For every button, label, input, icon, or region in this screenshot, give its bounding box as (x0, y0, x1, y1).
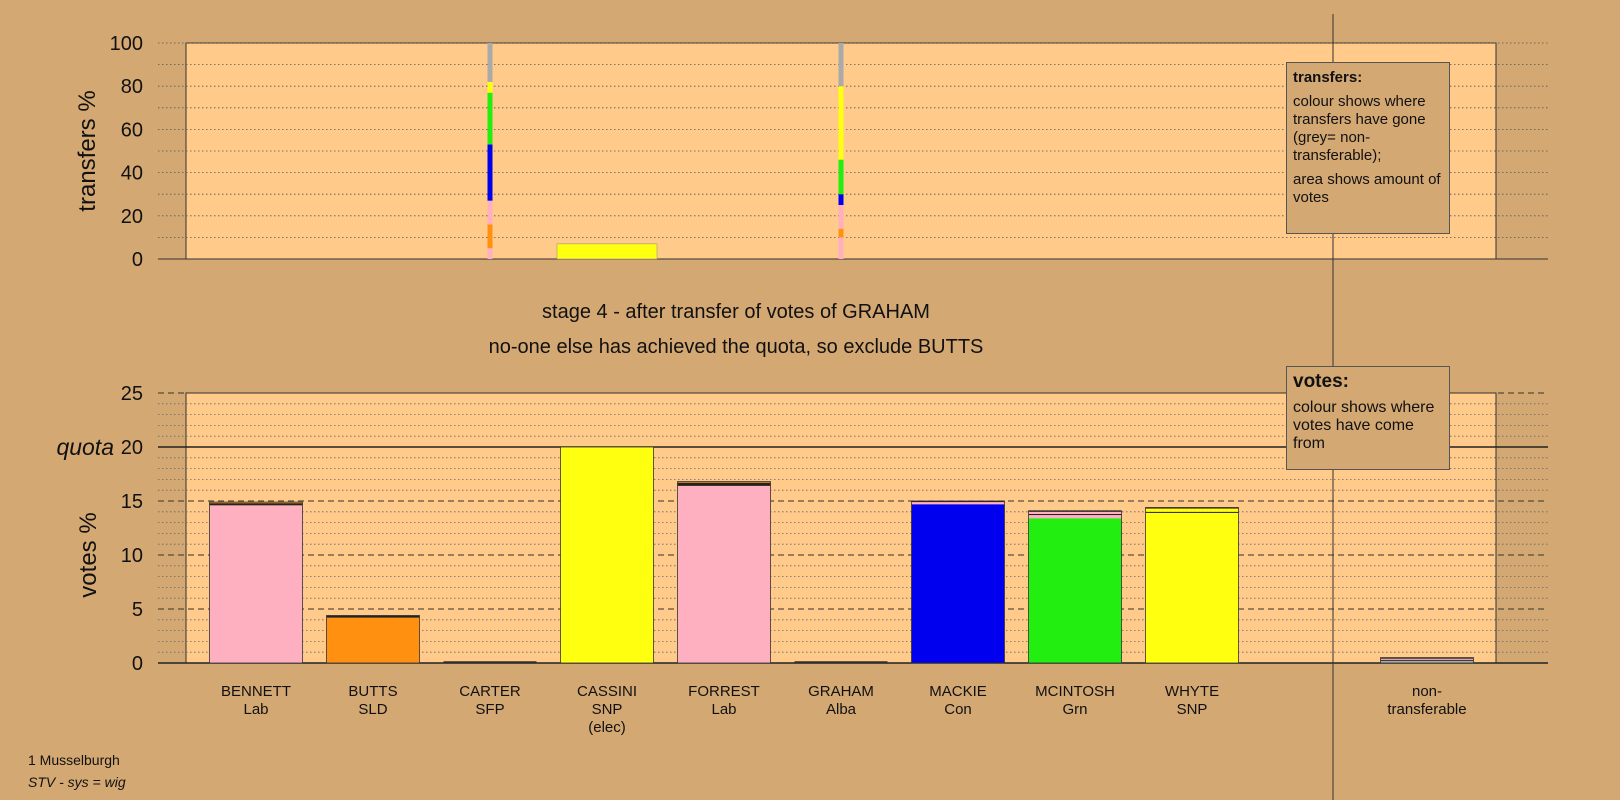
bar-bennett-segment (209, 502, 303, 504)
transfer-segment-graham (838, 43, 844, 87)
votes-tick-label: 0 (132, 653, 143, 675)
bar-butts-outline (326, 615, 420, 664)
bar-whyte-segment (1145, 507, 1239, 509)
transfer-segment-cassini (556, 243, 658, 260)
candidate-name-label: BUTTS (348, 683, 397, 700)
transfer-segment-carter (487, 200, 493, 225)
bar-cassini-segment (560, 447, 654, 663)
bar-mcintosh-segment (1028, 515, 1122, 519)
candidate-name-label: WHYTE (1165, 683, 1219, 700)
candidate-party-label: Con (944, 701, 972, 718)
candidate-name-label: MCINTOSH (1035, 683, 1115, 700)
bar-butts-segment (326, 615, 420, 618)
bar-butts-segment (326, 617, 420, 663)
transfer-segment-graham (838, 205, 844, 229)
transfer-segment-graham (838, 237, 844, 259)
votes-tick-label: 5 (132, 599, 143, 621)
bar-nontransferable-segment (1380, 657, 1474, 659)
nontransferable-label-line1: non- (1412, 683, 1442, 700)
bar-mcintosh-segment (1028, 511, 1122, 514)
transfer-segment-graham (838, 194, 844, 205)
bar-mackie-segment (911, 501, 1005, 503)
transfers-legend-heading: transfers: (1293, 69, 1363, 86)
stage-title: stage 4 - after transfer of votes of GRA… (542, 301, 930, 323)
transfer-segment-graham (838, 159, 844, 195)
bar-mackie-outline (911, 500, 1005, 664)
bar-nontransferable-segment (1380, 660, 1474, 663)
bar-mackie-segment (911, 502, 1005, 505)
candidate-name-label: BENNETT (221, 683, 291, 700)
votes-legend-heading: votes: (1293, 371, 1349, 392)
stage-subtitle: no-one else has achieved the quota, so e… (489, 336, 984, 358)
candidate-name-label: CASSINI (577, 683, 637, 700)
candidate-name-label: CARTER (459, 683, 521, 700)
candidate-name-label: MACKIE (929, 683, 987, 700)
votes-tick-label: 20 (121, 437, 143, 459)
candidate-party-label: SNP (592, 701, 623, 718)
candidate-name-label: GRAHAM (808, 683, 874, 700)
transfer-segment-carter (487, 224, 493, 249)
transfers-tick-label: 40 (121, 163, 143, 185)
bar-mcintosh-segment (1028, 518, 1122, 663)
bar-mackie-segment (911, 504, 1005, 663)
bar-forrest-outline (677, 481, 771, 664)
bar-whyte-segment (1145, 526, 1239, 663)
candidate-party-label: SFP (475, 701, 504, 718)
transfer-segment-carter (487, 43, 493, 82)
candidate-party-label: SNP (1177, 701, 1208, 718)
transfer-segment-carter (487, 248, 493, 259)
bar-mcintosh-segment (1028, 510, 1122, 512)
transfers-tick-label: 100 (110, 33, 143, 55)
bar-cassini-outline (560, 446, 654, 664)
bar-nontransferable-outline (1380, 657, 1474, 664)
transfers-tick-label: 0 (132, 249, 143, 271)
votes-tick-label: 15 (121, 491, 143, 513)
transfers-legend: transfers: colour shows where transfers … (1286, 62, 1450, 234)
transfers-y-axis-label: transfers % (74, 90, 101, 211)
votes-legend: votes: colour shows where votes have com… (1286, 366, 1450, 470)
bar-bennett-segment (209, 503, 303, 506)
candidate-name-label: FORREST (688, 683, 760, 700)
footer-ward: 1 Musselburgh (28, 752, 120, 768)
transfers-tick-label: 80 (121, 76, 143, 98)
bar-forrest-segment (677, 481, 771, 483)
bar-nontransferable-segment (1380, 658, 1474, 660)
bar-nontransferable-segment (1380, 659, 1474, 661)
transfer-segment-graham (838, 86, 844, 160)
quota-label: quota (56, 434, 114, 460)
bar-whyte-outline (1145, 507, 1239, 664)
transfer-segment-carter (487, 81, 493, 93)
candidate-party-label: Lab (243, 701, 268, 718)
bar-bennett-segment (209, 505, 303, 663)
transfer-segment-carter (487, 144, 493, 201)
candidate-status-label: (elec) (588, 719, 626, 736)
votes-y-axis-label: votes % (75, 512, 102, 597)
candidate-party-label: Grn (1062, 701, 1087, 718)
transfers-legend-line2: area shows amount of votes (1293, 171, 1441, 206)
bar-forrest-segment (677, 485, 771, 663)
candidate-party-label: Alba (826, 701, 857, 718)
footer-system: STV - sys = wig (28, 774, 126, 790)
candidate-party-label: Lab (711, 701, 736, 718)
bar-bennett-outline (209, 501, 303, 664)
transfer-segment-graham (838, 228, 844, 238)
candidate-party-label: SLD (358, 701, 387, 718)
transfers-tick-label: 60 (121, 119, 143, 141)
bar-whyte-segment (1145, 511, 1239, 513)
transfer-segment-carter (487, 92, 493, 145)
nontransferable-label-line2: transferable (1387, 701, 1466, 718)
bar-whyte-segment (1145, 512, 1239, 527)
transfers-tick-label: 20 (121, 206, 143, 228)
bar-mcintosh-segment (1028, 513, 1122, 516)
transfers-legend-line1: colour shows where transfers have gone (… (1293, 93, 1426, 164)
votes-legend-line1: colour shows where votes have come from (1293, 399, 1435, 452)
votes-tick-label: 10 (121, 545, 143, 567)
votes-tick-label: 25 (121, 383, 143, 405)
bar-mcintosh-outline (1028, 510, 1122, 664)
bar-whyte-segment (1145, 508, 1239, 512)
bar-forrest-segment (677, 482, 771, 486)
